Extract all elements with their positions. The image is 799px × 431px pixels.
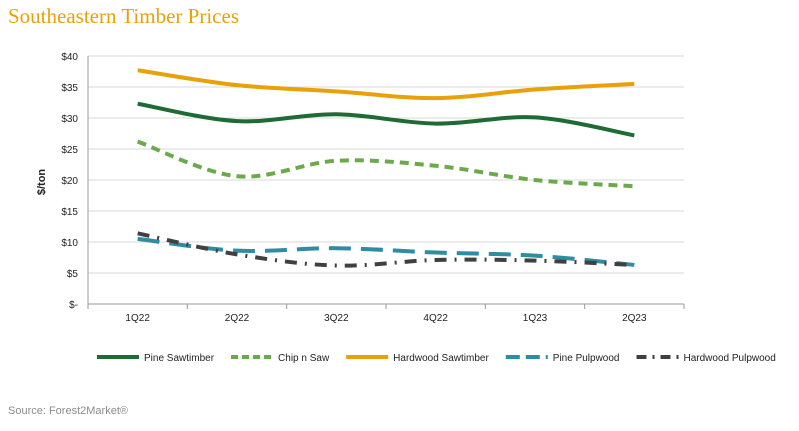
y-tick-label: $20 (61, 176, 78, 187)
series-line-1 (136, 139, 635, 189)
series-line-3 (137, 236, 635, 267)
legend: Pine Sawtimber Chip n Saw Hardwood Sawtimb… (97, 353, 776, 364)
source-note: Source: Forest2Market® (8, 405, 128, 417)
x-tick-label: 2Q22 (225, 313, 250, 324)
y-axis-label: $/ton (36, 169, 48, 196)
legend-label: Pine Sawtimber (144, 353, 215, 364)
y-tick-label: $10 (61, 238, 78, 249)
axes (87, 56, 685, 309)
y-tick-label: $35 (61, 83, 78, 94)
legend-label: Hardwood Pulpwood (684, 353, 776, 364)
x-tick-label: 3Q22 (324, 313, 349, 324)
legend-label: Hardwood Sawtimber (393, 353, 489, 364)
y-tick-label: $30 (61, 114, 78, 125)
x-tick-label: 2Q23 (622, 313, 647, 324)
legend-label: Pine Pulpwood (553, 353, 620, 364)
y-tick-label: $- (69, 300, 78, 311)
x-tick-label: 4Q22 (423, 313, 448, 324)
y-tick-label: $40 (61, 52, 78, 63)
y-tick-label: $15 (61, 207, 78, 218)
y-tick-labels: $- $5 $10 $15 $20 $25 $30 $35 $40 (61, 52, 78, 311)
y-tick-label: $5 (67, 269, 79, 280)
y-tick-label: $25 (61, 145, 78, 156)
series-line-0 (137, 101, 635, 138)
series-line-4 (137, 231, 635, 268)
x-tick-labels: 1Q22 2Q22 3Q22 4Q22 1Q23 2Q23 (125, 313, 647, 324)
timber-price-chart: $- $5 $10 $15 $20 $25 $30 $35 $40 1Q22 2Q22 3Q22 4Q… (36, 52, 776, 364)
x-tick-label: 1Q22 (125, 313, 150, 324)
x-tick-label: 1Q23 (523, 313, 548, 324)
legend-label: Chip n Saw (278, 353, 330, 364)
series-line-2 (137, 68, 635, 101)
series-lines (136, 68, 635, 268)
chart-title: Southeastern Timber Prices (8, 4, 239, 28)
